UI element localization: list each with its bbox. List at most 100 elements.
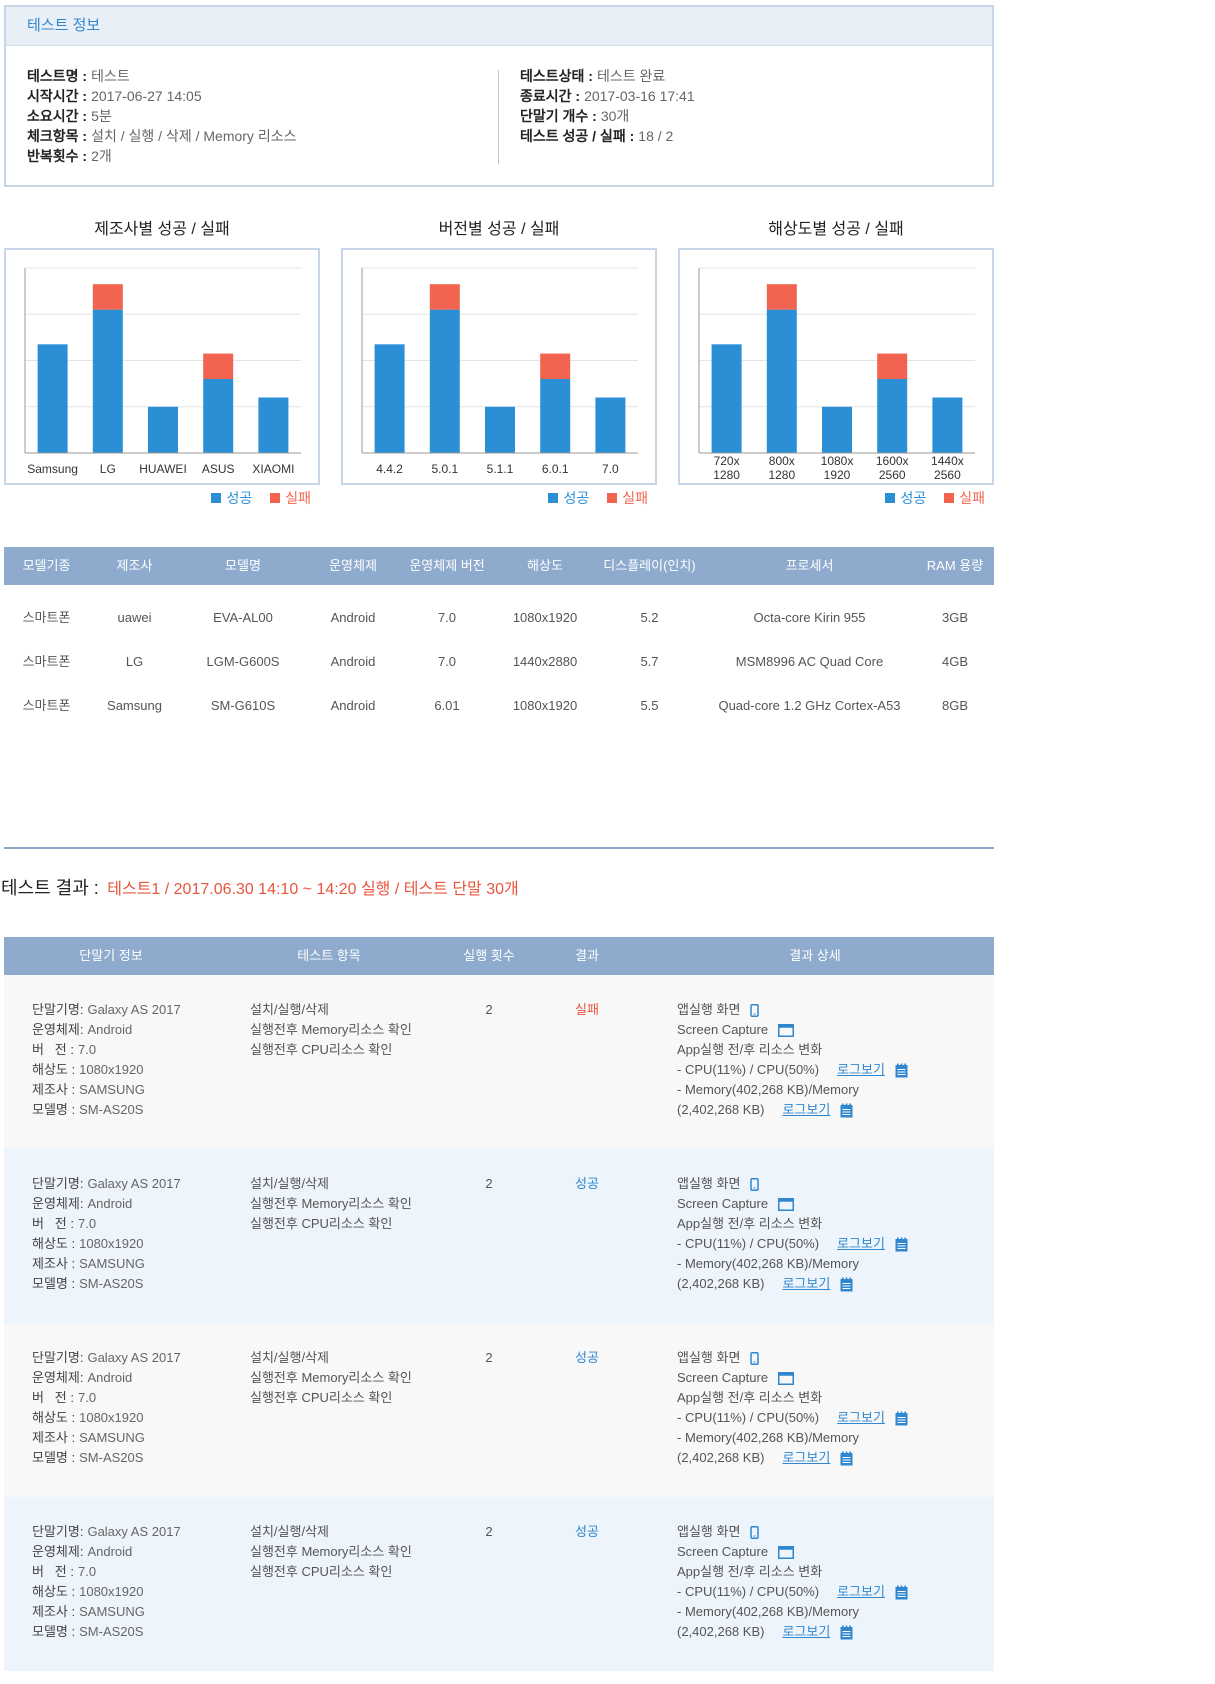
phone-icon[interactable] xyxy=(750,1526,760,1540)
legend-swatch xyxy=(944,493,955,503)
table-cell: Samsung xyxy=(107,698,162,713)
device-info-value: 7.0 xyxy=(77,1390,97,1405)
memory-log-link[interactable]: 로그보기 xyxy=(782,1102,831,1117)
log-icon[interactable] xyxy=(895,1585,908,1600)
memory-usage-line-1: - Memory(402,268 KB)/Memory xyxy=(677,1430,860,1445)
memory-log-link[interactable]: 로그보기 xyxy=(782,1624,831,1639)
run-count: 2 xyxy=(485,1350,493,1365)
window-icon[interactable] xyxy=(778,1024,795,1038)
device-info-value: 7.0 xyxy=(77,1042,97,1057)
info-label: 반복횟수 : xyxy=(27,148,88,164)
device-info-label: 제조사 : xyxy=(32,1430,76,1445)
test-item: 실행전후 CPU리소스 확인 xyxy=(250,1390,393,1405)
memory-line-2: (2,402,268 KB) 로그보기 xyxy=(677,1274,994,1294)
device-info-label: 버 전 : xyxy=(32,1042,74,1057)
phone-icon[interactable] xyxy=(750,1352,760,1366)
device-info-line: 해상도 :1080x1920 xyxy=(32,1060,218,1080)
x-tick-label: LG xyxy=(100,462,116,476)
test-items-cell: 설치/실행/삭제 실행전후 Memory리소스 확인 실행전후 CPU리소스 확인 xyxy=(218,975,440,1149)
run-count-cell: 2 xyxy=(440,1497,538,1671)
x-tick-label-line: 1600x xyxy=(876,454,909,468)
column-header: RAM 용량 xyxy=(926,558,984,573)
device-info-label: 운영체제: xyxy=(32,1544,84,1559)
table-row: 스마트폰 Samsung SM-G610S Android 6.01 1080x1920 5… xyxy=(4,684,994,728)
legend-swatch xyxy=(270,493,281,503)
table-cell: 5.2 xyxy=(640,610,659,625)
info-value: 2017-06-27 14:05 xyxy=(91,88,202,104)
x-tick-label: 6.0.1 xyxy=(542,462,569,476)
device-info-line: 제조사 : SAMSUNG xyxy=(32,1254,218,1274)
column-header: 운영체제 버전 xyxy=(409,558,485,573)
table-cell: 1080x1920 xyxy=(512,610,578,625)
chart-legend: 성공 실패 xyxy=(341,488,657,508)
cpu-log-link[interactable]: 로그보기 xyxy=(837,1236,885,1251)
result-row: 단말기명: Galaxy AS 2017 운영체제: Android 버 전 :7.0 해… xyxy=(4,975,994,1149)
x-tick-label-line: 1280 xyxy=(768,468,795,482)
device-info-value: Galaxy AS 2017 xyxy=(87,1524,181,1539)
window-icon[interactable] xyxy=(778,1198,795,1212)
memory-log-link[interactable]: 로그보기 xyxy=(782,1450,831,1465)
device-info-label: 모델명 : xyxy=(32,1450,76,1465)
device-info-line: 제조사 : SAMSUNG xyxy=(32,1428,218,1448)
phone-icon[interactable] xyxy=(750,1178,760,1192)
x-tick-label-line: 720x xyxy=(714,454,740,468)
info-value: 2017-03-16 17:41 xyxy=(584,88,695,104)
column-header: 제조사 xyxy=(116,558,153,573)
table-cell: 6.01 xyxy=(434,698,460,713)
column-divider xyxy=(498,70,499,164)
device-info-label: 단말기명: xyxy=(32,1002,84,1017)
log-icon[interactable] xyxy=(840,1451,853,1466)
log-icon[interactable] xyxy=(895,1237,908,1252)
legend-success: 성공 xyxy=(885,488,926,508)
run-count-cell: 2 xyxy=(440,1149,538,1323)
screen-capture-line: Screen Capture xyxy=(677,1194,994,1214)
device-info-cell: 단말기명: Galaxy AS 2017 운영체제: Android 버 전 :7.0 해… xyxy=(4,1323,218,1497)
device-info-label: 해상도 : xyxy=(32,1236,76,1251)
column-header: 해상도 xyxy=(527,558,563,573)
app-screen-line: 앱실행 화면 xyxy=(677,1522,994,1542)
device-info-label: 제조사 : xyxy=(32,1082,76,1097)
column-header: 실행 횟수 xyxy=(463,948,515,963)
table-cell: uawei xyxy=(117,610,152,625)
cpu-log-link[interactable]: 로그보기 xyxy=(837,1410,885,1425)
log-icon[interactable] xyxy=(840,1277,853,1292)
log-icon[interactable] xyxy=(895,1063,908,1078)
legend-label: 실패 xyxy=(285,490,311,506)
test-item: 실행전후 Memory리소스 확인 xyxy=(250,1544,412,1559)
screen-capture-label: Screen Capture xyxy=(677,1196,769,1211)
legend-swatch xyxy=(607,493,618,503)
chart-box: Samsung LG HUAWEI ASUS XIAOMI xyxy=(4,248,320,485)
screen-capture-line: Screen Capture xyxy=(677,1368,994,1388)
resource-change-label: App실행 전/후 리소스 변화 xyxy=(677,1390,823,1405)
device-info-value: Android xyxy=(87,1022,133,1037)
log-icon[interactable] xyxy=(840,1625,853,1640)
cpu-usage: - CPU(11%) / CPU(50%) xyxy=(677,1062,820,1077)
log-icon[interactable] xyxy=(840,1103,853,1118)
test-items-cell: 설치/실행/삭제 실행전후 Memory리소스 확인 실행전후 CPU리소스 확인 xyxy=(218,1497,440,1671)
device-info-value: SAMSUNG xyxy=(79,1604,145,1619)
memory-log-link[interactable]: 로그보기 xyxy=(782,1276,831,1291)
memory-line-2: (2,402,268 KB) 로그보기 xyxy=(677,1448,994,1468)
screen-capture-line: Screen Capture xyxy=(677,1542,994,1562)
legend-label: 성공 xyxy=(563,490,590,506)
window-icon[interactable] xyxy=(778,1372,795,1386)
test-item: 설치/실행/삭제 xyxy=(250,1002,329,1017)
phone-icon[interactable] xyxy=(750,1004,760,1018)
device-info-value: 1080x1920 xyxy=(79,1062,144,1077)
chart-panel-version: 버전별 성공 / 실패 4.4.2 5.0.1 5.1.1 6.0.1 7.0 성공 실패 xyxy=(341,218,657,508)
window-icon[interactable] xyxy=(778,1546,795,1560)
failure-bar xyxy=(429,284,460,310)
device-info-label: 단말기명: xyxy=(32,1524,84,1539)
success-bar xyxy=(258,397,289,453)
memory-usage-line-1: - Memory(402,268 KB)/Memory xyxy=(677,1082,860,1097)
test-info-left-column: 테스트명 : 테스트 시작시간 :2017-06-27 14:05 소요시간 :5분 체… xyxy=(27,66,296,166)
info-label: 테스트상태 : xyxy=(520,68,593,84)
x-tick-label: XIAOMI xyxy=(252,462,294,476)
cpu-log-link[interactable]: 로그보기 xyxy=(837,1584,885,1599)
cpu-log-link[interactable]: 로그보기 xyxy=(837,1062,885,1077)
log-icon[interactable] xyxy=(895,1411,908,1426)
device-info-line: 단말기명: Galaxy AS 2017 xyxy=(32,1348,218,1368)
legend-label: 실패 xyxy=(622,490,648,506)
memory-usage-line-1: - Memory(402,268 KB)/Memory xyxy=(677,1256,860,1271)
device-info-value: Galaxy AS 2017 xyxy=(87,1002,181,1017)
